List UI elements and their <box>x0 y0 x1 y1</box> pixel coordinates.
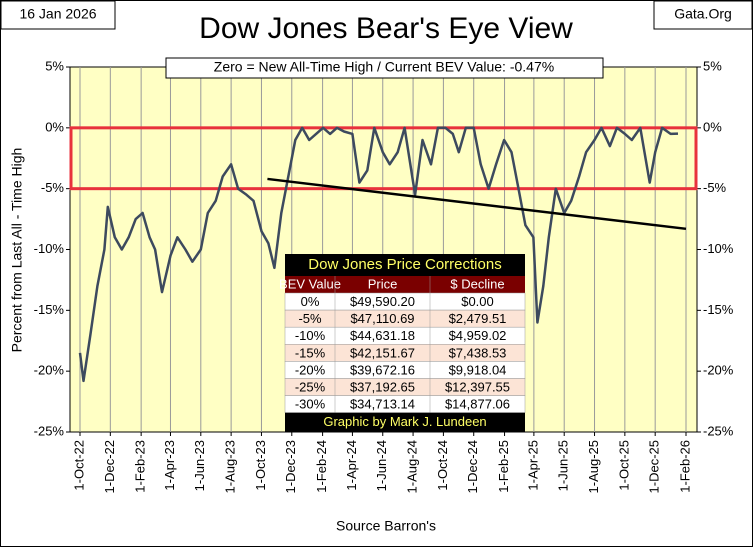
x-tick-label: 1-Apr-23 <box>162 440 177 491</box>
y2-tick-label: -20% <box>703 363 734 378</box>
table-footer-bg <box>285 412 525 432</box>
table-cell: $44,631.18 <box>350 328 415 343</box>
y2-tick-label: -15% <box>703 302 734 317</box>
x-tick-label: 1-Dec-23 <box>283 440 298 493</box>
table-cell: $37,192.65 <box>350 379 415 394</box>
table-header: BEV Value <box>279 276 341 291</box>
date-box <box>0 0 116 30</box>
y-tick-label: -15% <box>34 302 65 317</box>
y-tick-label: 5% <box>45 58 64 73</box>
table-footer: Graphic by Mark J. Lundeen <box>323 414 486 429</box>
table-cell: $4,959.02 <box>449 328 507 343</box>
x-tick-label: 1-Aug-25 <box>586 440 601 493</box>
y-tick-label: -5% <box>41 180 65 195</box>
table-cell: $9,918.04 <box>449 362 507 377</box>
date-label: 16 Jan 2026 <box>19 6 96 22</box>
table-cell: $0.00 <box>461 294 494 309</box>
site-box <box>653 0 753 30</box>
table-cell: -15% <box>295 345 326 360</box>
site-label: Gata.Org <box>674 6 732 22</box>
x-tick-label: 1-Feb-25 <box>496 440 511 493</box>
highlight-band <box>69 126 698 191</box>
x-tick-label: 1-Jun-24 <box>374 440 389 491</box>
y2-tick-label: -25% <box>703 423 734 438</box>
table-cell: 0% <box>301 294 320 309</box>
y2-tick-label: -10% <box>703 241 734 256</box>
y-tick-label: -25% <box>34 423 65 438</box>
x-tick-label: 1-Feb-26 <box>677 440 692 493</box>
table-cell: -25% <box>295 379 326 394</box>
x-tick-label: 1-Oct-24 <box>435 440 450 491</box>
y2-tick-label: 5% <box>703 58 722 73</box>
trend-line <box>267 177 687 231</box>
table-cell: -20% <box>295 362 326 377</box>
y2-tick-label: 0% <box>703 119 722 134</box>
table-cell: $14,877.06 <box>445 397 510 412</box>
table-cell: $47,110.69 <box>350 311 414 326</box>
x-tick-label: 1-Dec-25 <box>647 440 662 493</box>
x-tick-label: 1-Apr-24 <box>344 440 359 491</box>
y2-tick-label: -5% <box>703 180 727 195</box>
table-cell: $42,151.67 <box>350 345 415 360</box>
y-tick-label: -10% <box>34 241 65 256</box>
annotation: Zero = New All-Time High / Current BEV V… <box>214 59 554 75</box>
x-tick-label: 1-Dec-22 <box>102 440 117 493</box>
table-cell: $49,590.20 <box>350 294 415 309</box>
table-cell: $7,438.53 <box>449 345 507 360</box>
table-cell: $2,479.51 <box>449 311 507 326</box>
x-tick-label: 1-Oct-23 <box>253 440 268 491</box>
x-tick-label: 1-Feb-23 <box>133 440 148 493</box>
x-tick-label: 1-Oct-22 <box>71 440 86 491</box>
x-tick-label: 1-Oct-25 <box>616 440 631 491</box>
table-header-bg <box>285 276 525 293</box>
x-tick-label: 1-Aug-24 <box>405 440 420 493</box>
table-cell: $39,672.16 <box>350 362 415 377</box>
y-tick-label: -20% <box>34 363 65 378</box>
table-title: Dow Jones Price Corrections <box>308 256 501 273</box>
table-cell: -30% <box>295 397 326 412</box>
x-axis-label: Source Barron's <box>336 518 436 534</box>
annotation-box <box>165 57 604 79</box>
data-line <box>78 126 679 383</box>
x-tick-label: 1-Feb-24 <box>314 440 329 493</box>
table-header: Price <box>368 276 398 291</box>
table-title-bg <box>285 254 525 276</box>
table-cell: $12,397.55 <box>445 379 510 394</box>
x-tick-label: 1-Apr-25 <box>525 440 540 491</box>
x-tick-label: 1-Dec-24 <box>465 440 480 493</box>
y-axis-label: Percent from Last All - Time High <box>9 148 25 353</box>
table-cell: -5% <box>298 311 322 326</box>
table-cell: $34,713.14 <box>350 397 415 412</box>
x-tick-label: 1-Jun-25 <box>556 440 571 491</box>
chart-title: Dow Jones Bear's Eye View <box>199 12 573 45</box>
y-tick-label: 0% <box>45 119 64 134</box>
table-header: $ Decline <box>450 276 504 291</box>
x-tick-label: 1-Aug-23 <box>223 440 238 493</box>
table-cell: -10% <box>295 328 326 343</box>
x-tick-label: 1-Jun-23 <box>192 440 207 491</box>
